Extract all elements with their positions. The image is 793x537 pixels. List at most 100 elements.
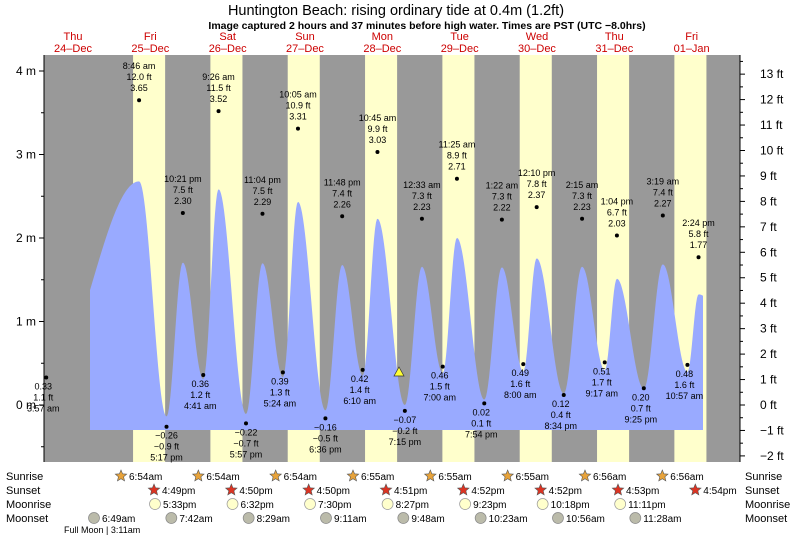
tide-time-label: 5:24 am xyxy=(264,398,297,408)
tide-extreme-point xyxy=(360,367,365,372)
tide-meters-label: 0.36 xyxy=(191,379,209,389)
sunrise-row-label-left: Sunrise xyxy=(6,471,43,483)
moonrise-time: 11:11pm xyxy=(628,500,665,511)
moonset-time: 8:29am xyxy=(257,514,290,525)
tide-meters-label: 2.71 xyxy=(448,162,466,172)
right-tick-label: −2 ft xyxy=(760,449,784,463)
tide-time-label: 10:05 am xyxy=(279,90,317,100)
right-tick-label: 9 ft xyxy=(760,169,777,183)
tide-meters-label: −0.26 xyxy=(155,431,178,441)
tide-time-label: 1:04 pm xyxy=(601,196,634,206)
day-date-label: 30–Dec xyxy=(518,43,556,55)
tide-meters-label: 1.77 xyxy=(690,240,708,250)
tide-meters-label: 3.31 xyxy=(289,112,307,122)
sunrise-icon xyxy=(578,469,592,482)
left-tick-label: 4 m xyxy=(16,64,36,78)
tide-extreme-point xyxy=(402,408,407,413)
sunset-time: 4:50pm xyxy=(317,486,350,497)
sunset-time: 4:54pm xyxy=(703,486,736,497)
day-name-label: Fri xyxy=(144,31,157,43)
tide-meters-label: 2.03 xyxy=(608,218,626,228)
left-tick-label: 1 m xyxy=(16,315,36,329)
sunset-time: 4:50pm xyxy=(239,486,272,497)
tide-feet-label: 1.7 ft xyxy=(592,377,613,387)
tide-feet-label: −0.2 ft xyxy=(392,426,418,436)
sunset-row-label-left: Sunset xyxy=(6,485,40,497)
tide-time-label: 7:00 am xyxy=(423,393,456,403)
tide-meters-label: 0.12 xyxy=(552,399,570,409)
sunset-icon xyxy=(688,483,702,496)
tide-time-label: 6:36 pm xyxy=(309,444,342,454)
tide-extreme-point xyxy=(641,386,646,391)
tide-extreme-point xyxy=(375,149,380,154)
tide-meters-label: 0.51 xyxy=(593,366,611,376)
tide-feet-label: −0.9 ft xyxy=(154,442,180,452)
tide-feet-label: 7.4 ft xyxy=(332,188,353,198)
sunrise-icon xyxy=(655,469,669,482)
tide-meters-label: 0.39 xyxy=(271,376,289,386)
tide-extreme-point xyxy=(260,211,265,216)
tide-meters-label: 2.27 xyxy=(654,198,672,208)
sunset-icon xyxy=(224,483,238,496)
left-tick-label: 0 m xyxy=(16,398,36,412)
tide-meters-label: 2.37 xyxy=(528,190,546,200)
tide-area-fill xyxy=(90,181,703,431)
sunrise-time: 6:56am xyxy=(670,472,703,483)
sunrise-time: 6:55am xyxy=(438,472,471,483)
tide-meters-label: 0.49 xyxy=(511,368,529,378)
tide-meters-label: 0.48 xyxy=(676,369,694,379)
left-tick-label: 2 m xyxy=(16,231,36,245)
tide-feet-label: 12.0 ft xyxy=(127,72,153,82)
sunrise-time: 6:55am xyxy=(516,472,549,483)
tide-feet-label: 1.6 ft xyxy=(674,380,695,390)
right-tick-label: 11 ft xyxy=(760,118,783,132)
right-tick-label: 6 ft xyxy=(760,245,777,259)
tide-extreme-point xyxy=(180,210,185,215)
moonset-time: 9:11am xyxy=(334,514,367,525)
moonset-time: 10:23am xyxy=(489,514,528,525)
tide-feet-label: 7.3 ft xyxy=(412,191,433,201)
tide-feet-label: 0.1 ft xyxy=(471,418,492,428)
tide-feet-label: −0.7 ft xyxy=(233,438,259,448)
sunrise-time: 6:54am xyxy=(129,472,162,483)
sunset-icon xyxy=(147,483,161,496)
sunset-time: 4:53pm xyxy=(626,486,659,497)
moonset-icon xyxy=(88,512,100,524)
tide-feet-label: 6.7 ft xyxy=(607,207,628,217)
sunrise-row-label-right: Sunrise xyxy=(745,471,782,483)
tide-time-label: 7:15 pm xyxy=(389,437,422,447)
moonrise-row-label-left: Moonrise xyxy=(6,499,51,511)
tide-extreme-point xyxy=(614,233,619,238)
tide-meters-label: −0.07 xyxy=(393,415,416,425)
tide-feet-label: 1.5 ft xyxy=(430,382,451,392)
moonset-time: 11:28am xyxy=(643,514,681,525)
right-tick-label: 12 ft xyxy=(760,93,784,107)
tide-extreme-point xyxy=(216,109,221,114)
moonset-time: 6:49am xyxy=(102,514,135,525)
moonrise-row-label-right: Moonrise xyxy=(745,499,790,511)
sunset-icon xyxy=(456,483,470,496)
tide-meters-label: 3.52 xyxy=(210,94,228,104)
tide-time-label: 8:34 pm xyxy=(544,421,577,431)
tide-feet-label: 1.1 ft xyxy=(33,392,54,402)
tide-time-label: 2:24 pm xyxy=(682,218,715,228)
sunrise-icon xyxy=(269,469,283,482)
sunset-icon xyxy=(611,483,625,496)
right-tick-label: 8 ft xyxy=(760,194,777,208)
day-date-label: 27–Dec xyxy=(286,43,324,55)
tide-time-label: 7:54 pm xyxy=(465,429,498,439)
day-date-label: 25–Dec xyxy=(131,43,169,55)
tide-extreme-point xyxy=(534,205,539,210)
day-name-label: Tue xyxy=(450,31,469,43)
moonset-icon xyxy=(552,512,564,524)
tide-time-label: 12:10 pm xyxy=(518,168,556,178)
sunrise-icon xyxy=(501,469,515,482)
tide-extreme-point xyxy=(482,401,487,406)
tide-feet-label: 8.9 ft xyxy=(447,151,468,161)
tide-time-label: 9:26 am xyxy=(202,72,235,82)
tide-meters-label: 2.22 xyxy=(493,203,511,213)
axes: 4 m 3 m 2 m 1 m 0 m 13 ft 12 ft 11 ft 10 ft 9 ft 8… xyxy=(16,55,784,463)
day-date-label: 01–Jan xyxy=(674,43,710,55)
moonrise-icon xyxy=(149,498,161,510)
tide-extreme-point xyxy=(499,217,504,222)
